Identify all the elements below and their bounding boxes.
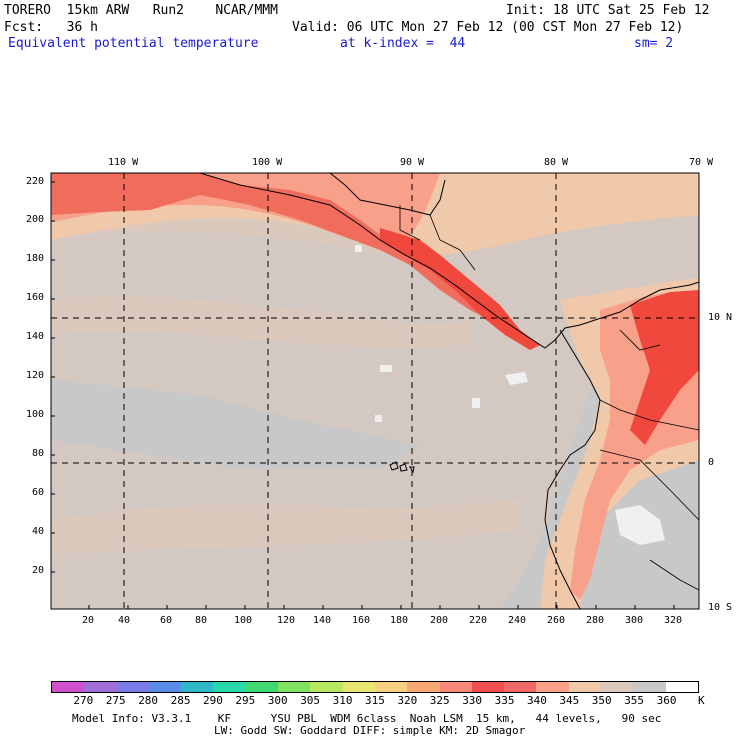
lat-label: 10 S <box>708 602 733 613</box>
colorbar-label: 300 <box>267 694 288 707</box>
x-tick-label: 40 <box>118 615 131 626</box>
colorbar-label: 305 <box>300 694 321 707</box>
x-tick-label: 100 <box>234 615 253 626</box>
colorbar-swatch <box>633 682 666 692</box>
colorbar-swatch <box>568 682 602 692</box>
x-tick-label: 240 <box>508 615 527 626</box>
colorbar-label: 320 <box>397 694 418 707</box>
x-tick-label: 160 <box>352 615 371 626</box>
model-info: Model Info: V3.3.1 KF YSU PBL WDM 6class… <box>72 712 662 725</box>
colorbar-label: 275 <box>105 694 126 707</box>
colorbar-swatch <box>407 682 440 692</box>
x-tick-label: 60 <box>160 615 173 626</box>
colorbar-label: 335 <box>494 694 515 707</box>
x-tick-label: 180 <box>390 615 409 626</box>
colorbar-swatch <box>439 682 472 692</box>
colorbar-label: 340 <box>527 694 547 707</box>
lat-lon-grid <box>51 173 699 609</box>
colorbar-swatch <box>148 682 182 692</box>
colorbar-swatch <box>601 682 634 692</box>
colorbar-label: 285 <box>170 694 191 707</box>
coastline <box>199 172 700 349</box>
y-tick-label: 220 <box>26 176 45 187</box>
level-index: at k-index = 44 <box>340 36 466 51</box>
lat-label: 10 N <box>708 312 733 323</box>
colorbar-swatch <box>471 682 505 692</box>
colorbar-swatch <box>665 682 698 692</box>
colorbar-label: 295 <box>235 694 256 707</box>
colorbar-labels: 270 275 280 285 290 295 300 305 310 315 320 325 330 3… <box>51 694 711 708</box>
colorbar-swatch <box>374 682 408 692</box>
forecast-hour: Fcst: 36 h <box>4 20 98 35</box>
x-tick-label: 220 <box>469 615 488 626</box>
lat-label: 0 <box>708 457 715 468</box>
equivalent-theta-mid <box>51 500 520 555</box>
y-tick-label: 160 <box>26 292 45 303</box>
x-tick-label: 20 <box>82 615 95 626</box>
x-tick-label: 280 <box>586 615 605 626</box>
y-tick-label: 200 <box>26 214 45 225</box>
colorbar-label: 330 <box>462 694 483 707</box>
equivalent-theta-hot <box>630 290 699 445</box>
colorbar-swatch <box>52 682 85 692</box>
y-tick-label: 80 <box>32 448 45 459</box>
lon-label: 90 W <box>400 157 425 168</box>
lon-label: 80 W <box>544 157 569 168</box>
coastline <box>329 172 446 216</box>
colorbar-swatch <box>536 682 569 692</box>
colorbar-label: 355 <box>624 694 645 707</box>
colorbar-swatch <box>116 682 149 692</box>
init-time: Init: 18 UTC Sat 25 Feb 12 <box>506 3 710 18</box>
colorbar-label: 325 <box>429 694 450 707</box>
field-name: Equivalent potential temperature <box>8 36 259 51</box>
colorbar-swatch <box>181 682 214 692</box>
coastline <box>544 329 601 610</box>
colorbar-swatch <box>310 682 343 692</box>
lon-label: 100 W <box>252 157 283 168</box>
equivalent-theta-mid <box>51 295 470 347</box>
x-tick-label: 200 <box>430 615 449 626</box>
y-tick-label: 180 <box>26 253 45 264</box>
colorbar <box>51 681 699 693</box>
equivalent-theta-cool <box>355 245 665 545</box>
smoothing: sm= 2 <box>634 36 674 51</box>
colorbar-swatch <box>213 682 246 692</box>
country-border <box>399 205 700 591</box>
lon-label: 110 W <box>108 157 139 168</box>
colorbar-label: 345 <box>559 694 580 707</box>
colorbar-swatch <box>245 682 279 692</box>
colorbar-label: 360 <box>656 694 677 707</box>
lon-label: 70 W <box>689 157 714 168</box>
x-tick-label: 300 <box>625 615 644 626</box>
colorbar-label: 290 <box>203 694 223 707</box>
x-tick-label: 120 <box>277 615 296 626</box>
valid-time: Valid: 06 UTC Mon 27 Feb 12 (00 CST Mon … <box>292 20 684 35</box>
colorbar-swatch <box>84 682 117 692</box>
colorbar-label: 310 <box>332 694 353 707</box>
y-tick-label: 60 <box>32 487 45 498</box>
y-tick-label: 120 <box>26 370 45 381</box>
y-tick-label: 100 <box>26 409 45 420</box>
x-tick-label: 260 <box>547 615 566 626</box>
colorbar-swatch <box>504 682 537 692</box>
colorbar-swatch <box>278 682 311 692</box>
colorbar-label: 315 <box>365 694 385 707</box>
equivalent-theta-warm-light <box>51 173 699 609</box>
x-tick-label: 80 <box>195 615 208 626</box>
physics-info: LW: Godd SW: Goddard DIFF: simple KM: 2D… <box>214 724 526 737</box>
map-frame <box>50 172 700 610</box>
colorbar-label: 280 <box>138 694 159 707</box>
x-tick-label: 320 <box>664 615 683 626</box>
colorbar-label: 270 <box>73 694 94 707</box>
y-tick-label: 20 <box>32 565 45 576</box>
model-title: TORERO 15km ARW Run2 NCAR/MMM <box>4 3 278 18</box>
colorbar-swatch <box>342 682 375 692</box>
y-tick-label: 140 <box>26 331 45 342</box>
colorbar-unit: K <box>698 694 705 707</box>
colorbar-label: 350 <box>591 694 612 707</box>
y-tick-label: 40 <box>32 526 45 537</box>
x-tick-label: 140 <box>313 615 332 626</box>
axis-ticks <box>51 181 675 609</box>
